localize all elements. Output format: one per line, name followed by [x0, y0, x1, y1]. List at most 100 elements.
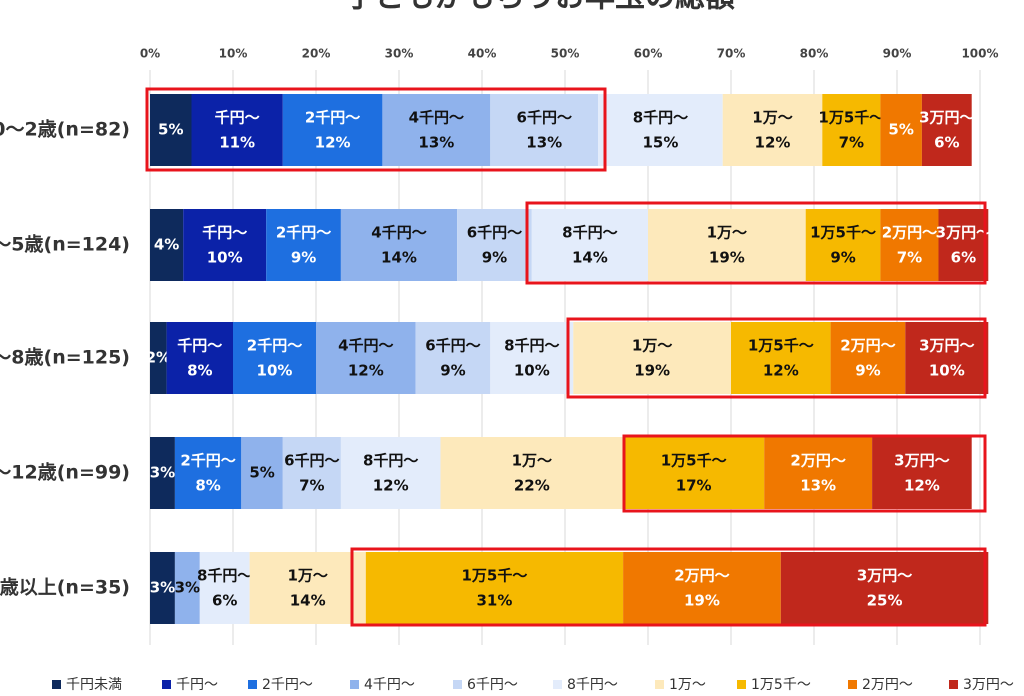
segment-name: 2千円～ [276, 224, 331, 242]
legend-swatch [162, 680, 171, 689]
data-label: 25% [867, 592, 903, 610]
x-tick-label: 30% [385, 47, 414, 61]
bar-segment [822, 94, 881, 166]
segment-name: 1万5千～ [462, 567, 528, 585]
data-label: 4% [154, 236, 179, 254]
bar-segment [150, 552, 175, 624]
highlight-box [350, 547, 987, 627]
x-tick-label: 90% [883, 47, 912, 61]
bar-segment [805, 209, 881, 281]
bar-segment [731, 322, 831, 394]
bar-segment [382, 94, 491, 166]
bar-segment [623, 552, 781, 624]
bar-segment [872, 437, 972, 509]
bar-segment [316, 322, 416, 394]
segment-name: 1万5千～ [810, 224, 876, 242]
bar-segment [150, 437, 175, 509]
bar-segment [150, 209, 184, 281]
x-tick-label: 50% [551, 47, 580, 61]
legend-swatch [655, 680, 664, 689]
segment-name: 2万円～ [674, 567, 729, 585]
segment-name: 8千円～ [633, 109, 688, 127]
legend-label: 1万～ [669, 677, 706, 693]
data-label: 5% [249, 464, 274, 482]
segment-name: 1万～ [287, 567, 327, 585]
segment-name: 6千円～ [284, 452, 339, 470]
data-label: 12% [315, 134, 351, 152]
segment-name: 2万円～ [790, 452, 845, 470]
category-label: 9～12歳(n=99) [0, 462, 130, 484]
highlight-box [525, 201, 987, 285]
highlight-box [145, 87, 607, 172]
x-tick-label: 70% [717, 47, 746, 61]
data-label: 19% [709, 249, 745, 267]
data-label: 6% [951, 249, 976, 267]
segment-name: 1万5千～ [661, 452, 727, 470]
bar-segment [183, 209, 267, 281]
data-label: 9% [830, 249, 855, 267]
legend-label: 千円～ [176, 677, 218, 693]
data-label: 10% [929, 362, 965, 380]
segment-name: 3万円～ [919, 337, 974, 355]
bar-segment [880, 209, 939, 281]
x-tick-label: 60% [634, 47, 663, 61]
bar-segment [457, 209, 532, 281]
x-tick-label: 20% [302, 47, 331, 61]
data-label: 13% [526, 134, 562, 152]
data-label: 14% [290, 592, 326, 610]
segment-name: 1万～ [752, 109, 792, 127]
bar-segment [830, 322, 906, 394]
data-label: 19% [684, 592, 720, 610]
bar-segment [490, 94, 599, 166]
bar-segment [150, 322, 167, 394]
segment-name: 3万円～ [919, 109, 974, 127]
segment-name: 2万円～ [882, 224, 937, 242]
legend-label: 6千円～ [467, 677, 518, 693]
data-label: 22% [514, 477, 550, 495]
legend-label: 2千円～ [262, 677, 313, 693]
segment-name: 3万円～ [857, 567, 912, 585]
data-label: 9% [482, 249, 507, 267]
segment-name: 2千円～ [305, 109, 360, 127]
segment-name: 6千円～ [425, 337, 480, 355]
data-label: 5% [158, 121, 183, 139]
bar-segment [531, 209, 648, 281]
data-label: 12% [904, 477, 940, 495]
data-label: 6% [212, 592, 237, 610]
category-label: 6～8歳(n=125) [0, 347, 130, 369]
x-tick-label: 40% [468, 47, 497, 61]
data-label: 11% [219, 134, 255, 152]
segment-name: 6千円～ [517, 109, 572, 127]
legend-label: 8千円～ [567, 677, 618, 693]
segment-name: 8千円～ [363, 452, 418, 470]
bar-segment [340, 437, 441, 509]
legend-label: 千円未満 [66, 677, 122, 693]
legend-swatch [350, 680, 359, 689]
data-label: 13% [418, 134, 454, 152]
bar-segment [490, 322, 574, 394]
segment-name: 6千円～ [467, 224, 522, 242]
segment-name: 千円～ [177, 337, 222, 355]
data-label: 3% [175, 579, 200, 597]
segment-name: 8千円～ [504, 337, 559, 355]
data-label: 12% [755, 134, 791, 152]
segment-name: 1万～ [707, 224, 747, 242]
bar-segment [905, 322, 989, 394]
x-tick-label: 10% [219, 47, 248, 61]
segment-name: 4千円～ [338, 337, 393, 355]
data-label: 8% [195, 477, 220, 495]
legend-label: 1万5千～ [751, 677, 811, 693]
data-label: 31% [476, 592, 512, 610]
data-label: 17% [676, 477, 712, 495]
segment-name: 8千円～ [562, 224, 617, 242]
highlights [145, 87, 987, 627]
bar-segment [266, 209, 341, 281]
legend-swatch [848, 680, 857, 689]
x-tick-label: 100% [961, 47, 998, 61]
data-label: 5% [888, 121, 913, 139]
highlight-box [622, 434, 987, 513]
data-label: 14% [381, 249, 417, 267]
segment-name: 1万～ [512, 452, 552, 470]
legend-swatch [248, 680, 257, 689]
